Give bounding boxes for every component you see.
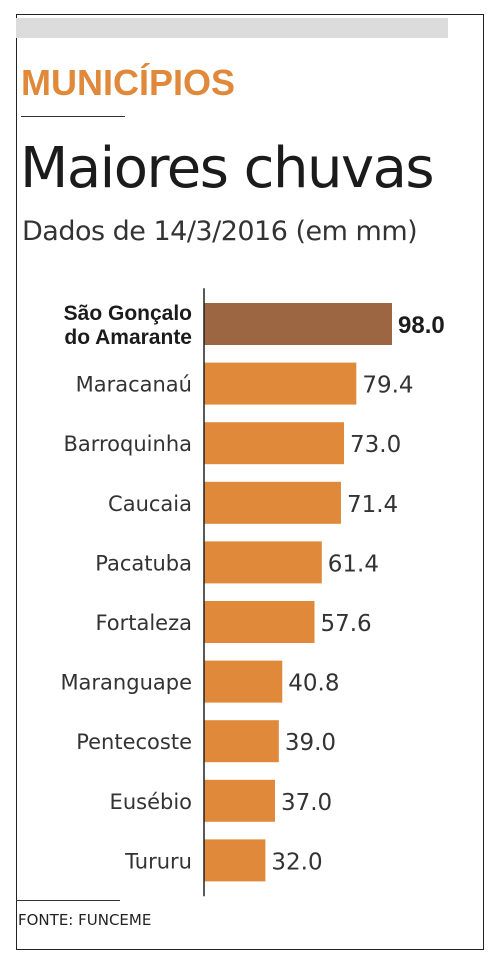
bar-4 (204, 541, 322, 584)
category-label-0: São Gonçalo do Amarante (64, 302, 192, 349)
bar-2 (204, 422, 345, 465)
category-label-6: Maranguape (60, 671, 192, 695)
value-label-7: 39.0 (285, 730, 336, 756)
kicker-rule (21, 116, 125, 117)
value-label-9: 32.0 (271, 849, 322, 875)
bar-5 (204, 601, 315, 643)
value-label-3: 71.4 (347, 492, 398, 518)
category-label-9: Tururu (124, 849, 192, 873)
top-band (16, 18, 448, 38)
bar-3 (204, 481, 341, 524)
bar-1 (204, 362, 357, 405)
footer-rule (16, 900, 120, 901)
category-label-4: Pacatuba (95, 551, 192, 575)
value-label-0: 98.0 (398, 312, 445, 339)
category-label-2: Barroquinha (63, 432, 192, 456)
chart-subtitle: Dados de 14/3/2016 (em mm) (22, 216, 418, 247)
category-label-7: Pentecoste (76, 730, 192, 754)
value-label-5: 57.6 (320, 611, 371, 637)
bar-9 (204, 839, 266, 882)
value-label-1: 79.4 (362, 373, 413, 399)
value-label-6: 40.8 (288, 671, 339, 697)
value-label-4: 61.4 (328, 551, 379, 577)
chart-title: Maiores chuvas (20, 136, 435, 201)
value-label-2: 73.0 (350, 432, 401, 458)
category-label-1: Maracanaú (76, 373, 192, 397)
category-label-8: Eusébio (110, 790, 192, 814)
bar-6 (204, 660, 283, 703)
category-label-3: Caucaia (108, 492, 192, 516)
section-kicker: MUNICÍPIOS (21, 62, 236, 103)
bar-0 (204, 303, 392, 345)
bar-8 (204, 779, 275, 822)
bar-7 (204, 720, 279, 763)
category-label-5: Fortaleza (95, 611, 192, 635)
value-label-8: 37.0 (281, 790, 332, 816)
source-note: FONTE: FUNCEME (18, 911, 152, 929)
